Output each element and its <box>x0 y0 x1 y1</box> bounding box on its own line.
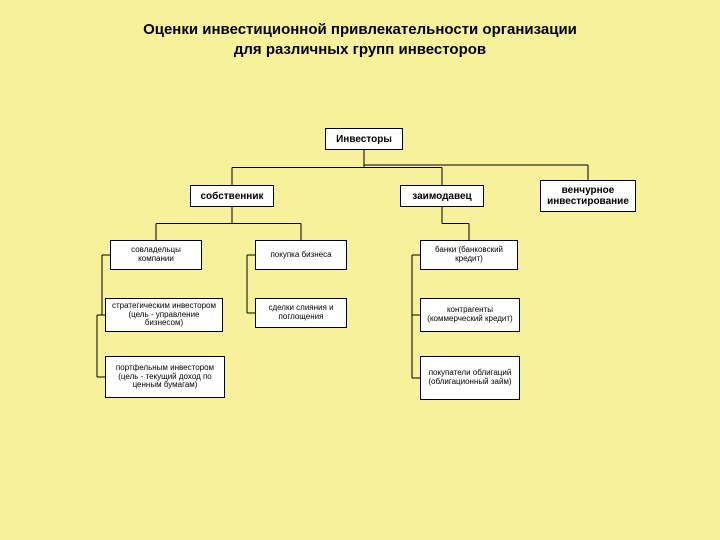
node-bank: банки (банковский кредит) <box>420 240 518 270</box>
node-root: Инвесторы <box>325 128 403 150</box>
node-bond: покупатели облигаций (облигационный займ… <box>420 356 520 400</box>
node-comp: совладельцы компании <box>110 240 202 270</box>
node-strat: стратегическим инвестором (цель - управл… <box>105 298 223 332</box>
node-own: собственник <box>190 185 274 207</box>
node-buy: покупка бизнеса <box>255 240 347 270</box>
node-merge: сделки слияния и поглощения <box>255 298 347 328</box>
node-lend: заимодавец <box>400 185 484 207</box>
connector-layer <box>0 0 720 540</box>
node-vent: венчурное инвестирование <box>540 180 636 212</box>
node-portf: портфельным инвестором (цель - текущий д… <box>105 356 225 398</box>
node-contr: контрагенты (коммерческий кредит) <box>420 298 520 332</box>
